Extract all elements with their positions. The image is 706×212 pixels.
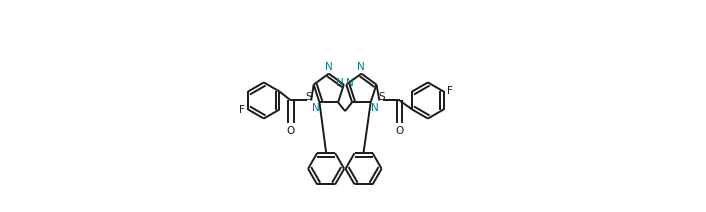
Text: N: N	[311, 103, 319, 113]
Text: N: N	[357, 62, 365, 72]
Text: O: O	[287, 126, 295, 136]
Text: S: S	[305, 92, 312, 102]
Text: N: N	[325, 62, 333, 72]
Text: F: F	[447, 86, 453, 96]
Text: N: N	[371, 103, 378, 113]
Text: N: N	[336, 78, 344, 88]
Text: N: N	[346, 78, 354, 88]
Text: S: S	[378, 92, 385, 102]
Text: F: F	[239, 105, 245, 114]
Text: O: O	[395, 126, 404, 136]
